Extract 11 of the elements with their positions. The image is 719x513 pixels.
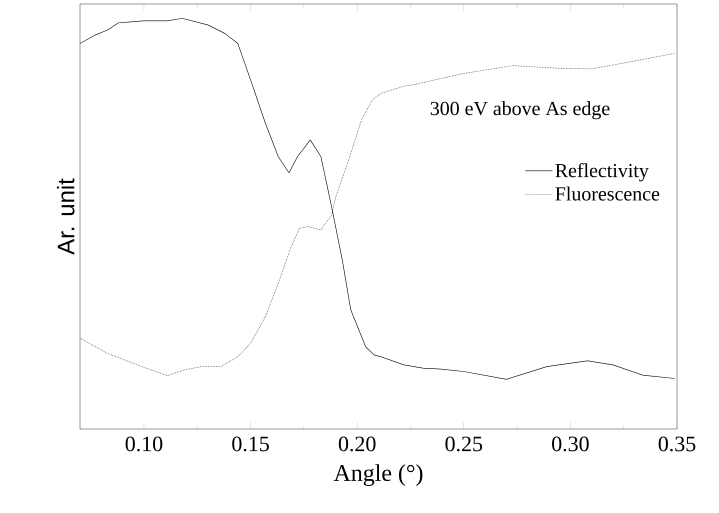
x-tick-label: 0.35 <box>658 436 696 452</box>
annotation: 300 eV above As edge <box>430 101 610 120</box>
x-tick-label: 0.20 <box>338 436 376 452</box>
x-axis-title: Angle (°) <box>334 464 422 486</box>
x-tick-label: 0.10 <box>126 436 162 452</box>
x-tick-label: 0.30 <box>552 436 589 452</box>
x-tick-label: 0.25 <box>445 436 482 452</box>
legend-label: Reflectivity <box>555 163 649 182</box>
y-axis-title: Ar. unit <box>56 178 74 255</box>
x-tick-label: 0.15 <box>232 436 269 452</box>
legend-label: Fluorescence <box>555 186 660 201</box>
